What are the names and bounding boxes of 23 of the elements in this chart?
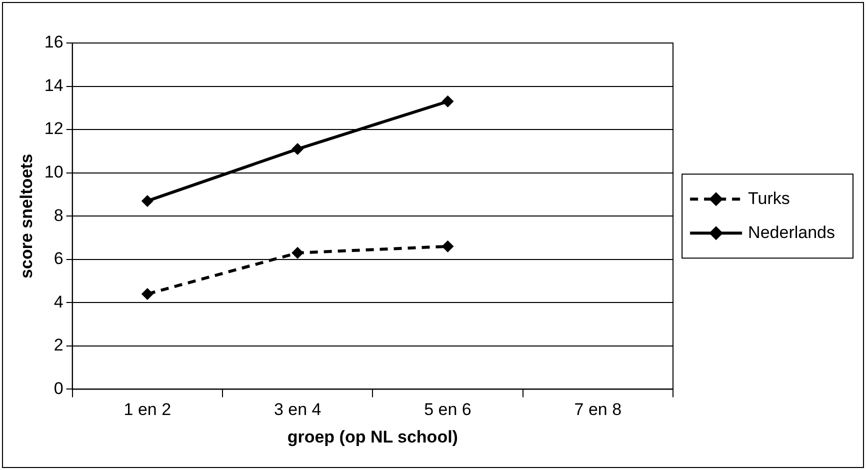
x-tick-label: 5 en 6 <box>424 400 472 420</box>
y-tick-label: 8 <box>54 206 64 225</box>
point <box>442 95 454 108</box>
x-tick-label: 1 en 2 <box>124 400 172 420</box>
point <box>292 246 304 259</box>
point <box>141 288 154 300</box>
y-tick-label: 6 <box>54 249 64 268</box>
x-tick-label: 7 en 8 <box>574 400 622 420</box>
point <box>442 240 454 252</box>
y-tick-label: 0 <box>54 378 64 398</box>
legend-label: Turks <box>748 188 790 208</box>
y-tick-label: 16 <box>44 32 64 52</box>
y-tick-label: 10 <box>44 162 64 182</box>
y-tick-label: 12 <box>44 119 64 138</box>
point <box>292 143 304 156</box>
y-tick-label: 4 <box>54 292 64 312</box>
y-axis-title: score sneltoets <box>16 154 36 278</box>
x-tick-label: 3 en 4 <box>274 400 322 420</box>
y-tick-label: 2 <box>54 336 64 355</box>
point <box>141 194 154 207</box>
x-axis-title: groep (op NL school) <box>287 427 458 446</box>
y-tick-label: 14 <box>44 76 64 95</box>
legend-label: Nederlands <box>748 222 836 242</box>
